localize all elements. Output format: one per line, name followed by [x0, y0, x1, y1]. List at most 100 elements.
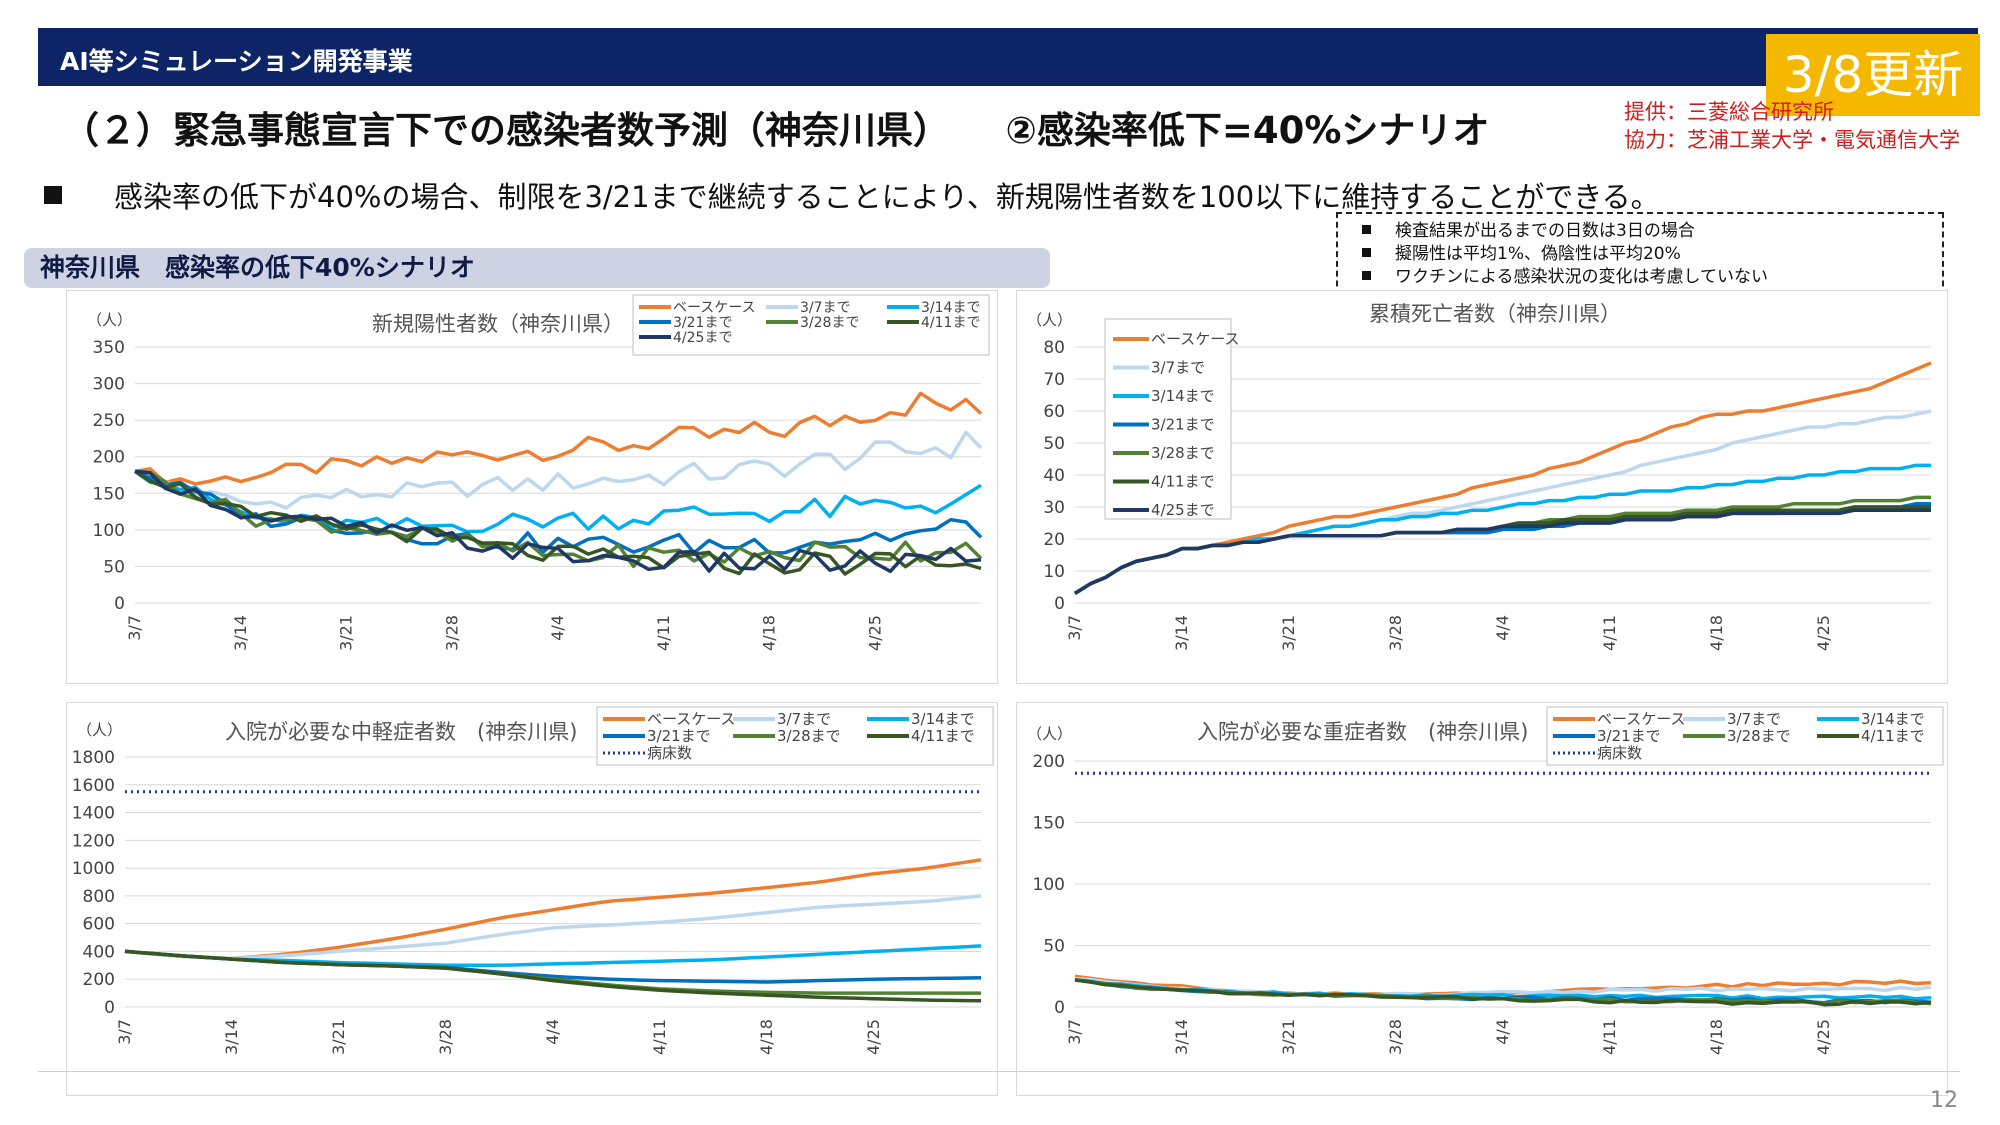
- y-tick-label: 30: [1043, 498, 1065, 518]
- y-unit-label: （人）: [87, 311, 132, 329]
- y-tick-label: 150: [93, 484, 125, 504]
- x-tick-label: 3/28: [442, 615, 461, 651]
- legend-label: 3/28まで: [777, 727, 841, 745]
- x-tick-label: 4/4: [543, 1019, 562, 1045]
- x-tick-label: 4/11: [1600, 615, 1619, 651]
- chart-panel-cumulative-deaths: 0 10 20 30 40 50 60 70 80 （人） 3/7 3/14 3/21 3/28 4/4 4/…: [1016, 290, 1948, 684]
- legend-label: 4/25まで: [1151, 501, 1215, 519]
- legend-label: 3/14まで: [1861, 710, 1925, 728]
- y-unit-label: （人）: [1027, 311, 1072, 329]
- x-tick-label: 3/7: [115, 1019, 134, 1045]
- x-tick-label: 3/14: [222, 1019, 241, 1055]
- note-item: 擬陽性は平均1%、偽陰性は平均20%: [1362, 243, 1942, 266]
- summary-bullet: 感染率の低下が40%の場合、制限を3/21まで継続することにより、新規陽性者数を…: [44, 174, 1660, 216]
- legend-label: 病床数: [1597, 744, 1642, 762]
- x-tick-label: 3/28: [436, 1019, 455, 1055]
- chart-panel-new-cases: 0 50 100 150 200 250 300 350 （人） 3/7 3/14 3/21 3/28 4…: [66, 290, 998, 684]
- chart-severe-inpatients: 0 50 100 150 200 （人） 3/7 3/14 3/21 3/28 4/4 4/11 4/1…: [1027, 706, 1944, 1055]
- legend-label: ベースケース: [673, 300, 756, 316]
- legend-label: 3/28まで: [800, 315, 859, 331]
- legend-label: 3/21まで: [1597, 727, 1661, 745]
- legend-box: [1104, 318, 1232, 520]
- credits: 提供：三菱総合研究所 協力：芝浦工業大学・電気通信大学: [1624, 98, 1960, 154]
- x-tick-label: 3/21: [329, 1019, 348, 1055]
- legend-box: [632, 294, 990, 356]
- bullet-square-icon: [1362, 271, 1371, 280]
- y-tick-label: 800: [83, 887, 115, 907]
- x-tick-label: 4/25: [1814, 615, 1833, 651]
- series-line: [134, 469, 982, 574]
- y-tick-label: 70: [1043, 370, 1065, 390]
- y-tick-label: 100: [93, 521, 125, 541]
- bullet-square-icon: [1362, 248, 1371, 257]
- legend-label: 3/28まで: [1727, 727, 1791, 745]
- y-tick-label: 1400: [72, 804, 115, 824]
- y-tick-label: 50: [103, 557, 125, 577]
- legend-label: 3/21まで: [647, 727, 711, 745]
- legend-label: 3/14まで: [911, 710, 975, 728]
- legend-label: 4/11まで: [1151, 473, 1215, 491]
- legend-label: 3/7まで: [777, 710, 831, 728]
- y-tick-label: 0: [1054, 998, 1065, 1018]
- note-text: 擬陽性は平均1%、偽陰性は平均20%: [1395, 244, 1681, 264]
- y-tick-label: 200: [93, 448, 125, 468]
- legend-label: 4/11まで: [921, 315, 980, 331]
- series-line: [134, 430, 983, 510]
- bar-title: AI等シミュレーション開発事業: [60, 47, 413, 76]
- x-tick-label: 4/25: [865, 615, 884, 651]
- scenario-label: 神奈川県 感染率の低下40%シナリオ: [24, 248, 1050, 288]
- x-tick-label: 3/21: [1279, 615, 1298, 651]
- y-unit-label: （人）: [77, 721, 122, 739]
- chart-cumulative-deaths: 0 10 20 30 40 50 60 70 80 （人） 3/7 3/14 3/21 3/28 4/4 4/…: [1027, 302, 1932, 651]
- legend-label: 3/7まで: [800, 300, 851, 316]
- x-tick-label: 4/18: [1707, 1019, 1726, 1055]
- chart-title: 累積死亡者数（神奈川県）: [1369, 302, 1621, 326]
- y-tick-label: 350: [93, 338, 125, 358]
- x-tick-label: 3/28: [1386, 1019, 1405, 1055]
- x-tick-label: 4/18: [760, 615, 779, 651]
- chart-title: 新規陽性者数（神奈川県）: [372, 312, 624, 336]
- y-tick-label: 250: [93, 411, 125, 431]
- series-line: [1074, 978, 1932, 1007]
- x-tick-label: 4/4: [1493, 1019, 1512, 1045]
- legend-label: 3/14まで: [1151, 387, 1215, 405]
- x-tick-label: 4/18: [757, 1019, 776, 1055]
- update-badge: 3/8更新: [1766, 34, 1980, 116]
- series-line: [134, 469, 983, 555]
- chart-title: 入院が必要な中軽症者数 (神奈川県): [225, 720, 577, 744]
- legend-box: [1546, 706, 1944, 766]
- legend-label: 4/25まで: [673, 330, 732, 346]
- y-tick-label: 0: [104, 998, 115, 1018]
- y-tick-label: 600: [83, 915, 115, 935]
- chart-title: 入院が必要な重症者数 (神奈川県): [1197, 720, 1528, 744]
- page-title: （２）緊急事態宣言下での感染者数予測（神奈川県） ②感染率低下=40%シナリオ: [62, 109, 1490, 152]
- y-tick-label: 1000: [72, 859, 115, 879]
- series-line: [124, 894, 982, 961]
- y-tick-label: 50: [1043, 937, 1065, 957]
- y-tick-label: 1200: [72, 831, 115, 851]
- page-number: 12: [1930, 1088, 1958, 1113]
- y-tick-label: 150: [1033, 814, 1065, 834]
- y-tick-label: 10: [1043, 562, 1065, 582]
- y-tick-label: 80: [1043, 338, 1065, 358]
- x-tick-label: 3/21: [1279, 1019, 1298, 1055]
- footer-rule: [38, 1071, 1960, 1072]
- series-line: [134, 391, 983, 486]
- summary-text: 感染率の低下が40%の場合、制限を3/21まで継続することにより、新規陽性者数を…: [114, 180, 1660, 214]
- x-tick-label: 4/11: [650, 1019, 669, 1055]
- legend-label: 3/28まで: [1151, 444, 1215, 462]
- credit-cooperation: 協力：芝浦工業大学・電気通信大学: [1624, 128, 1960, 152]
- x-tick-label: 4/11: [1600, 1019, 1619, 1055]
- y-tick-label: 0: [114, 594, 125, 614]
- y-tick-label: 100: [1033, 875, 1065, 895]
- y-tick-label: 200: [83, 970, 115, 990]
- legend-label: 3/7まで: [1151, 359, 1205, 377]
- series-line: [1074, 508, 1931, 595]
- chart-moderate-inpatients: 0 200 400 600 800 1000 1200 1400 1600 1800 （人） 3/7 3…: [72, 706, 994, 1055]
- y-tick-label: 300: [93, 375, 125, 395]
- legend-label: 3/21まで: [1151, 416, 1215, 434]
- y-unit-label: （人）: [1027, 725, 1072, 743]
- series-line: [124, 858, 982, 961]
- x-tick-label: 4/18: [1707, 615, 1726, 651]
- note-item: ワクチンによる感染状況の変化は考慮していない: [1362, 266, 1942, 289]
